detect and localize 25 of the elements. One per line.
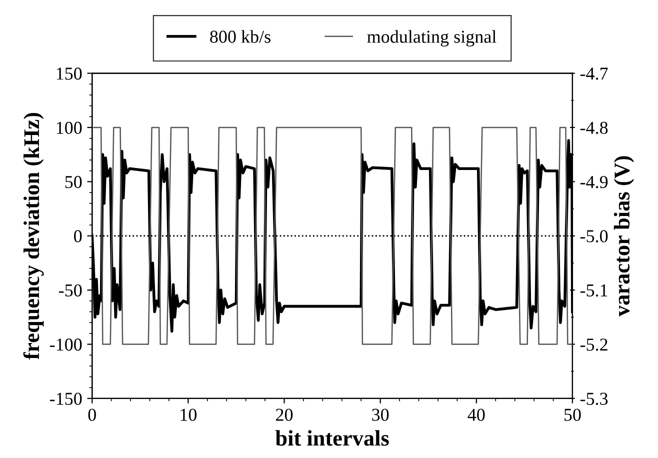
legend-label: 800 kb/s <box>210 30 270 43</box>
x-tick-label: 50 <box>564 408 581 421</box>
y-tick-label: -100 <box>50 338 82 351</box>
y-tick-label: 100 <box>56 122 82 134</box>
y2-tick-label: -5.3 <box>580 392 608 405</box>
y-tick-label: 50 <box>65 176 82 188</box>
y-tick-label: 150 <box>56 68 82 80</box>
y-tick-label: -150 <box>50 392 82 405</box>
x-axis-title: bit intervals <box>275 430 389 446</box>
legend-label: modulating signal <box>367 30 496 47</box>
x-tick-label: 0 <box>88 408 96 421</box>
x-tick-label: 40 <box>468 408 485 421</box>
y2-tick-label: -5.2 <box>580 338 608 351</box>
y2-tick-label: -4.9 <box>580 176 608 188</box>
x-tick-label: 10 <box>180 408 197 421</box>
x-tick-label: 30 <box>372 408 389 421</box>
y2-tick-label: -5.0 <box>580 230 608 242</box>
y-tick-label: -50 <box>59 284 82 297</box>
x-tick-label: 20 <box>276 408 293 421</box>
y2-tick-label: -4.8 <box>580 122 608 134</box>
y-tick-label: 0 <box>74 230 82 242</box>
y2-tick-label: -4.7 <box>580 68 608 80</box>
y2-tick-label: -5.1 <box>580 284 608 297</box>
y2-axis-title: varactor bias (V) <box>614 156 634 317</box>
y-axis-title: frequency deviation (kHz) <box>23 112 44 360</box>
